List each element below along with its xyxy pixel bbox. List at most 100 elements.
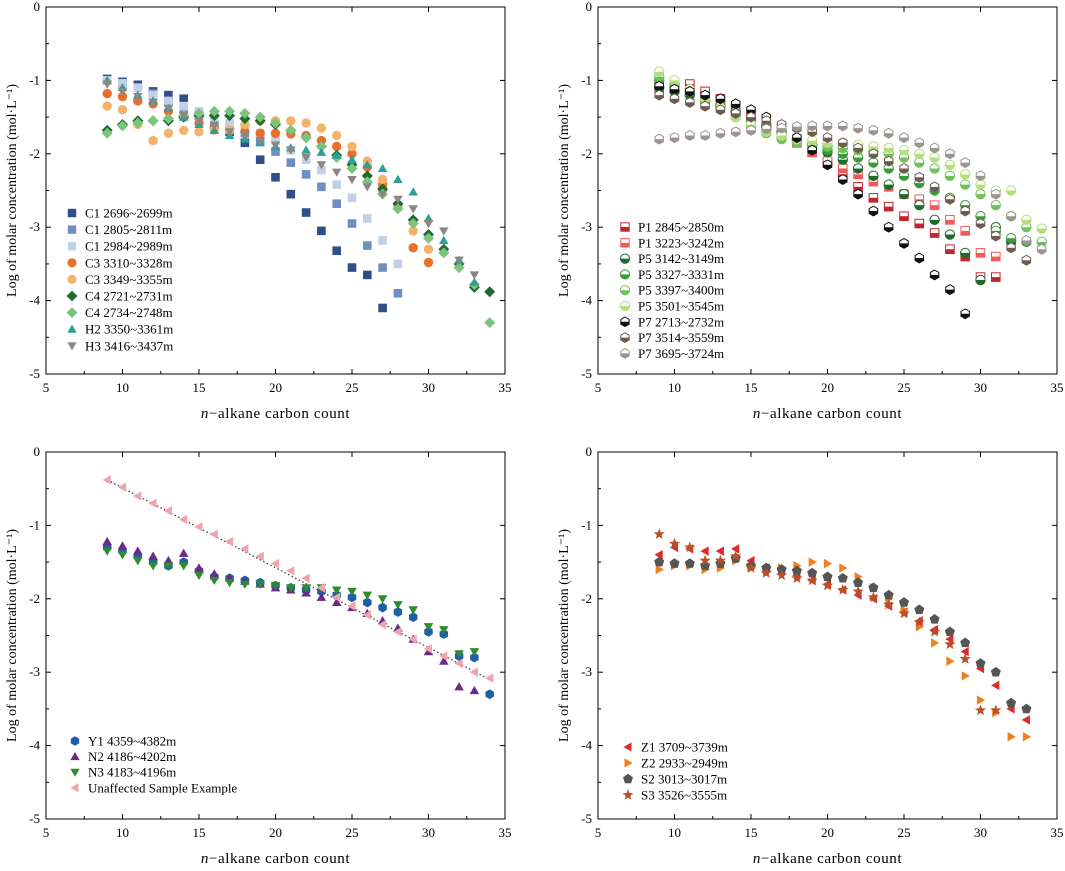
data-point <box>991 188 1001 200</box>
marker-fill <box>654 76 664 82</box>
y-tick-label: -5 <box>29 811 40 826</box>
data-point <box>423 257 434 268</box>
marker-fill <box>929 190 940 196</box>
data-point <box>914 252 925 264</box>
y-tick-label: -2 <box>581 146 592 161</box>
data-point <box>1006 697 1017 708</box>
marker-fill <box>930 274 939 280</box>
data-point <box>270 117 281 129</box>
data-point <box>761 123 772 135</box>
marker-fill <box>884 168 894 174</box>
data-point <box>378 236 387 245</box>
legend-marker <box>619 285 631 296</box>
data-point <box>975 248 986 258</box>
data-point <box>1022 732 1032 742</box>
data-point <box>914 137 925 149</box>
marker-fill <box>1022 260 1031 266</box>
legend-marker <box>619 300 631 312</box>
marker-fill <box>746 117 756 122</box>
data-point <box>392 203 404 215</box>
marker-fill <box>976 223 985 229</box>
legend-marker <box>67 258 77 268</box>
data-point <box>991 680 1000 691</box>
marker-fill <box>807 140 817 146</box>
data-point <box>423 623 434 632</box>
legend-label: P7 3695~3724m <box>638 346 724 361</box>
data-point <box>164 96 173 106</box>
data-point <box>133 546 143 555</box>
data-point <box>316 147 327 156</box>
data-point <box>974 704 987 716</box>
data-point <box>148 98 158 108</box>
data-point <box>898 170 910 182</box>
x-axis-label-italic: n <box>201 851 209 867</box>
data-point <box>730 107 741 119</box>
data-point <box>454 658 463 669</box>
marker-fill <box>620 353 630 359</box>
data-point <box>270 128 281 138</box>
data-point <box>163 128 174 138</box>
marker-fill <box>700 135 710 141</box>
data-point <box>944 170 956 182</box>
data-point <box>332 141 342 152</box>
data-point <box>347 601 356 611</box>
marker-fill <box>838 159 848 165</box>
data-point <box>271 147 280 156</box>
data-point <box>286 158 296 167</box>
data-point <box>945 634 954 644</box>
data-point <box>944 229 956 240</box>
data-point <box>990 666 1001 677</box>
marker-fill <box>620 258 630 264</box>
legend-label: N2 4186~4202m <box>88 749 176 764</box>
x-tick-label: 10 <box>116 380 129 395</box>
legend-label: P5 3142~3149m <box>638 251 724 266</box>
data-point <box>991 251 1001 262</box>
data-point <box>668 537 681 549</box>
y-tick-label: 0 <box>586 0 593 14</box>
legend-label: H3 3416~3437m <box>85 338 173 353</box>
x-axis-label: n−alkane carbon count <box>201 851 351 867</box>
data-point <box>347 149 357 159</box>
data-point <box>469 648 480 657</box>
data-point <box>883 127 894 139</box>
data-point <box>209 569 220 578</box>
data-point <box>806 574 818 586</box>
data-point <box>914 218 925 229</box>
data-point <box>1006 242 1016 254</box>
marker-fill <box>620 227 630 232</box>
legend-marker <box>66 290 78 302</box>
series-3 <box>654 553 1032 714</box>
legend-marker <box>620 332 630 343</box>
marker-fill <box>945 289 955 295</box>
data-point <box>317 165 326 175</box>
data-point <box>669 132 680 144</box>
data-point <box>898 607 910 619</box>
data-point <box>792 132 802 144</box>
data-point <box>240 580 250 589</box>
legend-marker <box>619 269 631 280</box>
data-point <box>194 522 203 532</box>
data-point <box>898 144 910 156</box>
data-point <box>929 269 940 281</box>
marker-fill <box>1006 238 1016 243</box>
data-point <box>853 142 863 154</box>
data-point <box>883 589 894 600</box>
data-point <box>224 536 234 547</box>
data-point <box>347 175 357 185</box>
data-point <box>469 277 480 286</box>
data-point <box>821 579 834 591</box>
marker-fill <box>853 174 863 179</box>
marker-fill <box>960 184 970 190</box>
data-point <box>944 159 956 171</box>
data-point <box>469 667 478 677</box>
legend-marker <box>619 253 631 264</box>
chart-panel-c3: 5 10 15 20 25 30 35 0 -1 -2 -3 -4 -5 n−alkane carbon … <box>5 444 512 867</box>
data-point <box>331 168 342 177</box>
data-point <box>1007 732 1016 742</box>
data-point <box>102 88 112 99</box>
y-tick-label: -3 <box>29 664 40 679</box>
marker-fill <box>1006 247 1016 253</box>
marker-fill <box>945 219 955 225</box>
